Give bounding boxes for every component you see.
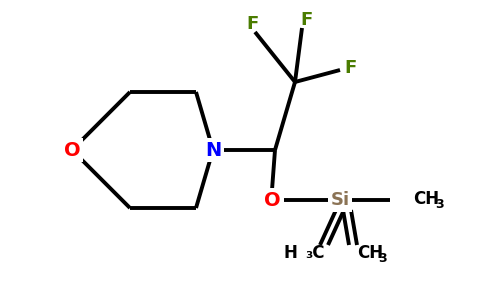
Text: Si: Si bbox=[331, 191, 349, 209]
Text: ₃C: ₃C bbox=[305, 244, 324, 262]
Text: O: O bbox=[64, 140, 80, 160]
Text: F: F bbox=[344, 59, 356, 77]
Text: CH: CH bbox=[413, 190, 439, 208]
Text: 3: 3 bbox=[435, 199, 444, 212]
Text: F: F bbox=[300, 11, 312, 29]
Text: N: N bbox=[205, 140, 221, 160]
Text: F: F bbox=[247, 15, 259, 33]
Text: H: H bbox=[283, 244, 297, 262]
Text: CH: CH bbox=[357, 244, 383, 262]
Text: 3: 3 bbox=[378, 251, 387, 265]
Text: O: O bbox=[264, 190, 280, 209]
